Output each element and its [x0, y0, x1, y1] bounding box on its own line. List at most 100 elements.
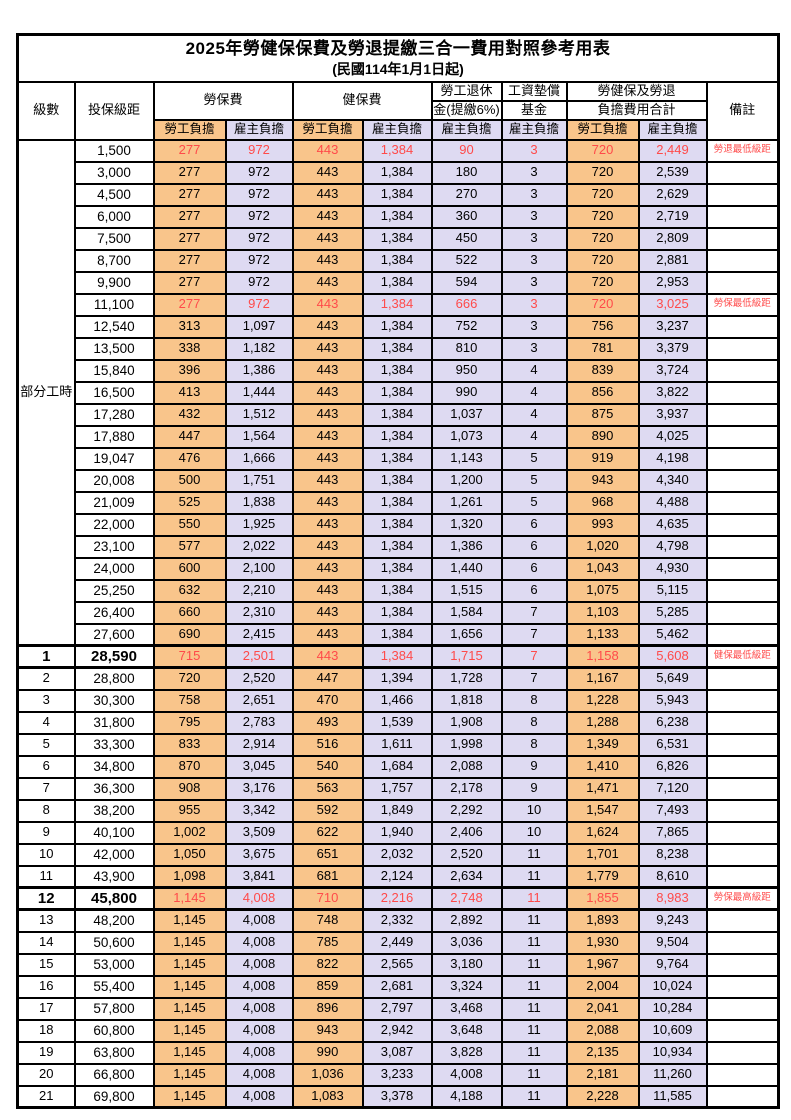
- labor-ins-employee-cell: 908: [152, 776, 227, 801]
- total-employer-cell: 7,120: [637, 776, 708, 801]
- pension-employer-cell: 1,386: [430, 534, 503, 559]
- labor-ins-employer-cell: 2,501: [224, 644, 294, 670]
- labor-ins-employer-cell: 1,444: [224, 380, 294, 405]
- table-row: 7 36,300 908 3,176 563 1,757 2,178 9 1,471 7,120: [16, 776, 780, 801]
- labor-ins-employee-cell: 447: [152, 424, 227, 449]
- labor-ins-employee-cell: 277: [152, 182, 227, 207]
- total-employee-cell: 2,041: [565, 996, 640, 1021]
- pension-employer-cell: 666: [430, 292, 503, 317]
- wage-fund-employer-cell: 3: [500, 270, 568, 295]
- total-employer-cell: 5,462: [637, 622, 708, 647]
- labor-ins-employee-cell: 720: [152, 666, 227, 691]
- health-ins-employee-cell: 622: [291, 820, 364, 845]
- total-employee-cell: 1,410: [565, 754, 640, 779]
- total-employer-cell: 3,822: [637, 380, 708, 405]
- labor-ins-employer-cell: 2,415: [224, 622, 294, 647]
- pension-employer-cell: 2,634: [430, 864, 503, 889]
- health-ins-employee-cell: 443: [291, 578, 364, 603]
- labor-ins-employee-cell: 690: [152, 622, 227, 647]
- bracket-cell: 33,300: [73, 732, 155, 757]
- bracket-cell: 8,700: [73, 248, 155, 273]
- bracket-cell: 45,800: [73, 886, 155, 912]
- total-employee-cell: 720: [565, 160, 640, 185]
- total-employee-cell: 2,004: [565, 974, 640, 999]
- remark-cell: [705, 666, 780, 691]
- bracket-cell: 31,800: [73, 710, 155, 735]
- total-employee-cell: 2,135: [565, 1040, 640, 1065]
- remark-cell: [705, 974, 780, 999]
- pension-employer-cell: 2,892: [430, 908, 503, 933]
- wage-fund-employer-cell: 3: [500, 226, 568, 251]
- wage-fund-employer-cell: 3: [500, 292, 568, 317]
- remark-cell: [705, 226, 780, 251]
- labor-ins-employer-cell: 972: [224, 160, 294, 185]
- health-ins-employee-cell: 822: [291, 952, 364, 977]
- health-ins-employer-cell: 1,384: [361, 424, 433, 449]
- health-ins-employer-cell: 1,384: [361, 248, 433, 273]
- total-employer-cell: 7,493: [637, 798, 708, 823]
- total-employee-cell: 1,855: [565, 886, 640, 912]
- health-ins-employee-cell: 443: [291, 138, 364, 163]
- bracket-cell: 50,600: [73, 930, 155, 955]
- labor-ins-employee-cell: 715: [152, 644, 227, 670]
- remark-cell: [705, 930, 780, 955]
- bracket-cell: 57,800: [73, 996, 155, 1021]
- labor-ins-employer-cell: 972: [224, 292, 294, 317]
- table-row: 5 33,300 833 2,914 516 1,611 1,998 8 1,349 6,531: [16, 732, 780, 757]
- health-ins-employee-cell: 943: [291, 1018, 364, 1043]
- total-employee-cell: 781: [565, 336, 640, 361]
- health-ins-employer-cell: 1,539: [361, 710, 433, 735]
- bracket-cell: 1,500: [73, 138, 155, 163]
- total-employee-cell: 1,779: [565, 864, 640, 889]
- total-employer-cell: 2,539: [637, 160, 708, 185]
- table-row: 8 38,200 955 3,342 592 1,849 2,292 10 1,547 7,493: [16, 798, 780, 823]
- remark-cell: 健保最低級距: [705, 644, 780, 670]
- labor-ins-employee-cell: 338: [152, 336, 227, 361]
- pension-employer-cell: 450: [430, 226, 503, 251]
- wage-fund-employer-cell: 9: [500, 754, 568, 779]
- health-ins-employee-cell: 443: [291, 336, 364, 361]
- total-employee-cell: 1,020: [565, 534, 640, 559]
- bracket-cell: 13,500: [73, 336, 155, 361]
- pension-employer-cell: 2,292: [430, 798, 503, 823]
- level-cell: 15: [16, 952, 76, 977]
- wage-fund-employer-cell: 11: [500, 842, 568, 867]
- table-body: 部分工時 1,500 277 972 443 1,384 90 3 720 2,449 勞退最低級距…: [16, 138, 780, 1109]
- labor-ins-employee-cell: 1,145: [152, 952, 227, 977]
- total-employee-cell: 968: [565, 490, 640, 515]
- labor-ins-employer-cell: 972: [224, 226, 294, 251]
- table-row: 15,840 396 1,386 443 1,384 950 4 839 3,724: [18, 358, 780, 383]
- health-ins-employee-cell: 785: [291, 930, 364, 955]
- labor-ins-employee-cell: 577: [152, 534, 227, 559]
- total-employee-cell: 1,547: [565, 798, 640, 823]
- bracket-cell: 28,800: [73, 666, 155, 691]
- health-ins-employer-cell: 1,384: [361, 622, 433, 647]
- table-row: 19,047 476 1,666 443 1,384 1,143 5 919 4,198: [18, 446, 780, 471]
- labor-ins-employee-cell: 1,145: [152, 974, 227, 999]
- labor-ins-employer-cell: 1,751: [224, 468, 294, 493]
- labor-ins-employee-cell: 1,145: [152, 886, 227, 912]
- labor-ins-employee-cell: 277: [152, 160, 227, 185]
- total-employee-cell: 1,624: [565, 820, 640, 845]
- health-ins-employer-cell: 2,449: [361, 930, 433, 955]
- bracket-cell: 12,540: [73, 314, 155, 339]
- wage-fund-employer-cell: 8: [500, 688, 568, 713]
- level-cell: 4: [16, 710, 76, 735]
- total-employer-cell: 5,649: [637, 666, 708, 691]
- page-title: 2025年勞健保保費及勞退提繳三合一費用對照參考用表: [185, 39, 611, 58]
- remark-cell: [705, 446, 780, 471]
- table-row: 3,000 277 972 443 1,384 180 3 720 2,539: [18, 160, 780, 185]
- pension-employer-cell: 1,320: [430, 512, 503, 537]
- health-ins-employer-cell: 1,940: [361, 820, 433, 845]
- remark-cell: 勞退最低級距: [705, 138, 780, 163]
- table-row: 20,008 500 1,751 443 1,384 1,200 5 943 4,340: [18, 468, 780, 493]
- wage-fund-employer-cell: 10: [500, 820, 568, 845]
- remark-cell: [705, 688, 780, 713]
- total-employee-cell: 1,893: [565, 908, 640, 933]
- title-block: 2025年勞健保保費及勞退提繳三合一費用對照參考用表 (民國114年1月1日起): [16, 33, 780, 83]
- remark-cell: [705, 622, 780, 647]
- table-row: 16 55,400 1,145 4,008 859 2,681 3,324 11 2,004 10…: [16, 974, 780, 999]
- total-employer-cell: 2,449: [637, 138, 708, 163]
- table-row: 21 69,800 1,145 4,008 1,083 3,378 4,188 11 2,228…: [16, 1084, 780, 1109]
- bracket-cell: 66,800: [73, 1062, 155, 1087]
